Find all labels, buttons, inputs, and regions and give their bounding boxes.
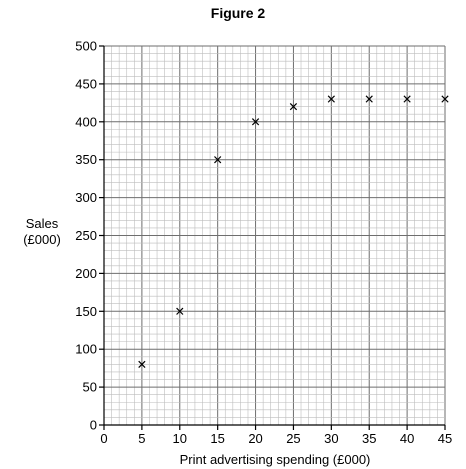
chart-title: Figure 2	[211, 5, 266, 21]
y-tick-label: 300	[75, 190, 97, 205]
x-tick-label: 5	[138, 431, 145, 446]
y-tick-label: 400	[75, 114, 97, 129]
data-point-cross	[176, 307, 184, 315]
y-axis-label-line-1: Sales	[26, 216, 59, 231]
data-point-cross	[441, 95, 449, 103]
grid	[103, 45, 446, 426]
cross-stroke	[365, 95, 373, 103]
y-tick-label: 350	[75, 152, 97, 167]
cross-stroke	[403, 95, 411, 103]
x-tick-label: 30	[324, 431, 338, 446]
y-tick-label: 0	[90, 418, 97, 433]
data-points	[138, 95, 449, 368]
y-tick-label: 450	[75, 76, 97, 91]
cross-stroke	[327, 95, 335, 103]
cross-stroke	[176, 307, 184, 315]
data-point-cross	[138, 360, 146, 368]
x-tick-label: 15	[210, 431, 224, 446]
data-point-cross	[251, 118, 260, 126]
x-tick-label: 20	[248, 431, 262, 446]
y-tick-label: 200	[75, 266, 97, 281]
y-tick-label: 250	[75, 228, 97, 243]
x-tick-label: 35	[362, 431, 376, 446]
x-tick-labels: 0 5 10 15 20 25 30 35 40 45	[100, 425, 452, 446]
cross-stroke	[214, 156, 222, 164]
x-tick-label: 45	[438, 431, 452, 446]
cross-stroke	[441, 95, 449, 103]
x-tick-label: 10	[173, 431, 187, 446]
data-point-cross	[403, 95, 411, 103]
cross-stroke	[251, 118, 260, 126]
x-tick-label: 0	[100, 431, 107, 446]
y-tick-labels: 0 50 100 150 200 250 300 350 400 450 500	[75, 39, 104, 433]
cross-stroke	[138, 360, 146, 368]
data-point-cross	[365, 95, 373, 103]
x-tick-label: 40	[400, 431, 414, 446]
cross-stroke	[289, 103, 298, 111]
y-tick-label: 100	[75, 342, 97, 357]
y-axis-label-line-2: (£000)	[23, 232, 61, 247]
y-tick-label: 150	[75, 304, 97, 319]
y-tick-label: 500	[75, 39, 97, 54]
data-point-cross	[289, 103, 298, 111]
y-tick-label: 50	[83, 380, 97, 395]
x-axis-label: Print advertising spending (£000)	[180, 452, 371, 467]
data-point-cross	[214, 156, 222, 164]
data-point-cross	[327, 95, 335, 103]
x-tick-label: 25	[286, 431, 300, 446]
